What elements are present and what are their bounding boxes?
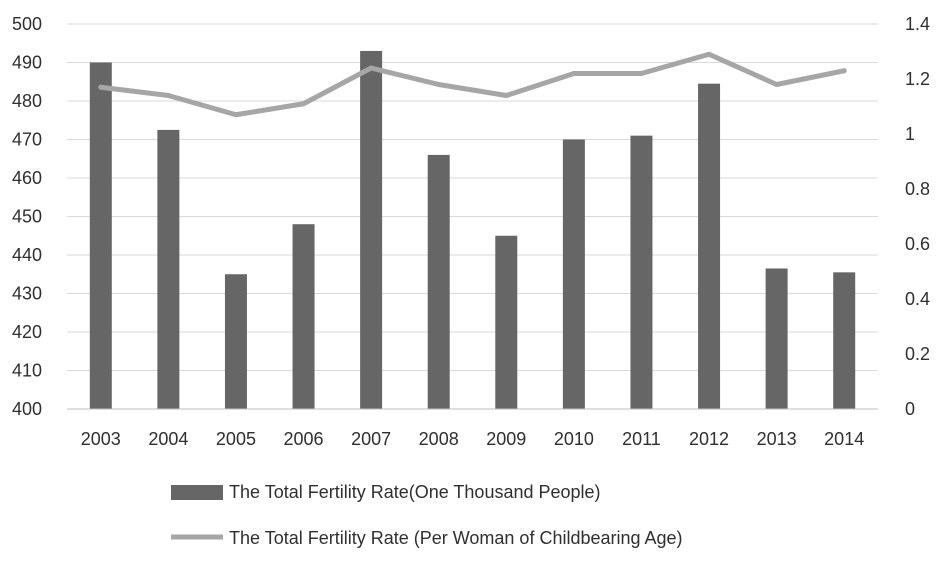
x-tick-label: 2009 <box>486 429 526 449</box>
legend-label-line: The Total Fertility Rate (Per Woman of C… <box>229 528 683 548</box>
line-point-2006 <box>301 101 307 107</box>
x-tick-label: 2011 <box>622 429 661 449</box>
bar-2008 <box>427 154 450 409</box>
left-tick-label: 490 <box>12 53 42 73</box>
bar-2013 <box>765 268 788 409</box>
legend-item-line: The Total Fertility Rate (Per Woman of C… <box>171 528 683 548</box>
line-point-2013 <box>774 82 780 87</box>
right-tick-label: 1.4 <box>905 14 930 34</box>
line-point-2012 <box>706 51 712 57</box>
bar-2004 <box>157 129 180 409</box>
x-tick-label: 2005 <box>216 429 256 449</box>
grid-lines <box>67 23 878 410</box>
bar-series <box>89 50 856 410</box>
line-series <box>98 51 847 118</box>
legend-swatch-bar <box>171 485 223 500</box>
line-point-2008 <box>436 82 442 87</box>
left-tick-label: 470 <box>12 130 42 150</box>
x-tick-label: 2008 <box>419 429 459 449</box>
left-tick-label: 400 <box>12 399 42 419</box>
left-tick-label: 450 <box>12 207 42 227</box>
line-point-2004 <box>165 93 171 98</box>
bar-2005 <box>224 274 247 409</box>
left-tick-label: 460 <box>12 168 42 188</box>
bar-2009 <box>495 235 518 409</box>
bar-2011 <box>630 135 653 409</box>
x-tick-label: 2004 <box>148 429 188 449</box>
right-tick-label: 0.8 <box>905 179 930 199</box>
bar-2006 <box>292 224 315 409</box>
x-tick-label: 2012 <box>689 429 729 449</box>
right-tick-label: 1.2 <box>905 69 930 89</box>
line-per-woman <box>98 51 847 118</box>
x-tick-label: 2006 <box>284 429 324 449</box>
line-point-2010 <box>571 71 577 76</box>
x-tick-label: 2014 <box>824 429 864 449</box>
line-point-2014 <box>841 68 847 74</box>
legend-item-bar: The Total Fertility Rate(One Thousand Pe… <box>171 482 601 502</box>
left-tick-label: 410 <box>12 361 42 381</box>
right-tick-label: 0.2 <box>905 344 930 364</box>
right-y-axis: 0 0.2 0.4 0.6 0.8 1 1.2 1.4 <box>905 14 930 419</box>
x-tick-label: 2003 <box>81 429 121 449</box>
left-tick-label: 500 <box>12 14 42 34</box>
line-point-2005 <box>233 112 239 118</box>
legend: The Total Fertility Rate(One Thousand Pe… <box>171 482 683 548</box>
left-tick-label: 430 <box>12 284 42 304</box>
line-point-2007 <box>368 65 374 71</box>
legend-label-bar: The Total Fertility Rate(One Thousand Pe… <box>229 482 601 502</box>
left-y-axis: 400 410 420 430 440 450 460 470 480 490 500 <box>12 14 42 419</box>
left-tick-label: 440 <box>12 245 42 265</box>
bar-2012 <box>698 83 721 410</box>
line-point-2003 <box>98 84 104 90</box>
x-axis: 2003 2004 2005 2006 2007 2008 2009 2010 2011 2012… <box>67 408 878 449</box>
right-tick-label: 0.6 <box>905 234 930 254</box>
x-tick-label: 2013 <box>757 429 797 449</box>
right-tick-label: 0 <box>905 399 915 419</box>
bar-2010 <box>562 139 585 409</box>
line-point-2009 <box>503 93 509 98</box>
line-point-2011 <box>638 71 644 76</box>
bar-2007 <box>360 50 383 409</box>
left-tick-label: 480 <box>12 91 42 111</box>
right-tick-label: 1 <box>905 124 915 144</box>
x-tick-label: 2007 <box>351 429 391 449</box>
bar-2014 <box>833 272 856 409</box>
left-tick-label: 420 <box>12 322 42 342</box>
right-tick-label: 0.4 <box>905 289 930 309</box>
bar-2003 <box>89 62 112 409</box>
x-tick-label: 2010 <box>554 429 594 449</box>
